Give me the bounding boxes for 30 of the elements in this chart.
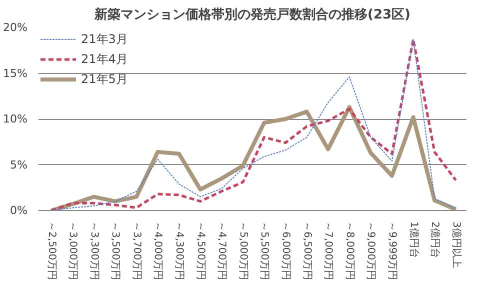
y-tick-label: 5%: [10, 158, 28, 172]
legend-label: 21年3月: [81, 30, 128, 48]
x-tick-label: ～9,999万円: [386, 222, 398, 280]
y-tick-label: 10%: [3, 112, 28, 126]
x-tick-label: ～4,500万円: [194, 222, 206, 280]
x-tick-label: ～2,500万円: [46, 222, 57, 280]
x-tick-label: ～9,000万円: [365, 222, 376, 280]
x-tick-label: 2億円台: [429, 222, 442, 258]
x-tick-label: ～4,300万円: [174, 222, 185, 280]
x-tick-label: ～3,300万円: [88, 222, 100, 280]
x-tick-label: ～3,700万円: [130, 222, 142, 280]
x-tick-label: ～5,500万円: [258, 222, 270, 280]
legend-label: 21年5月: [81, 70, 128, 88]
y-tick-label: 0%: [10, 204, 28, 217]
x-tick-label: ～4,000万円: [152, 222, 164, 280]
x-tick-label: ～6,000万円: [280, 222, 292, 280]
y-tick-label: 15%: [3, 66, 28, 80]
x-tick-label: ～3,500万円: [110, 222, 121, 280]
line-series: [49, 105, 458, 210]
x-tick-label: ～5,000万円: [237, 222, 248, 280]
legend-label: 21年4月: [81, 50, 128, 68]
x-tick-label: 1億円台: [408, 222, 420, 258]
x-tick-label: ～3,000万円: [67, 222, 78, 280]
x-tick-label: ～4,700万円: [216, 222, 228, 280]
x-tick-label: ～7,000万円: [322, 222, 334, 280]
x-tick-label: ～6,500万円: [301, 222, 312, 280]
chart-title: 新築マンション価格帯別の発売戸数割合の推移(23区): [94, 6, 410, 22]
x-tick-label: ～8,000万円: [344, 222, 355, 280]
x-tick-label: 3億円以上: [450, 222, 462, 268]
y-tick-label: 20%: [3, 21, 28, 34]
